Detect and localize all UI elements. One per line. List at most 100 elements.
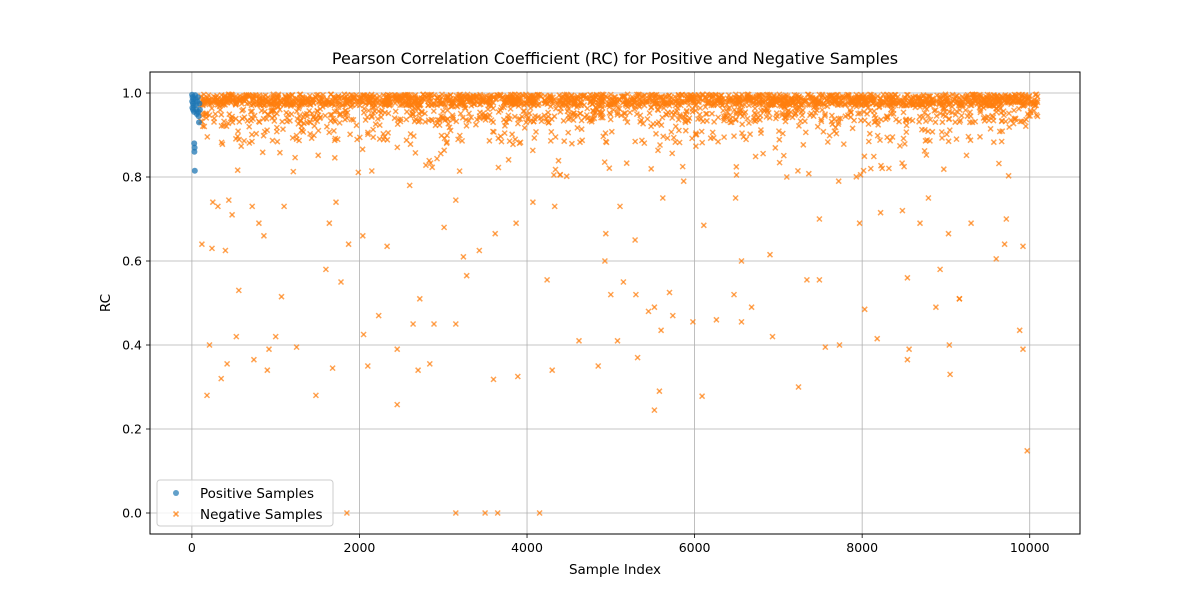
- negative-sample-point: [696, 93, 703, 100]
- negative-sample-point: [246, 123, 253, 130]
- negative-sample-point: [453, 118, 460, 125]
- negative-sample-point: [1010, 107, 1018, 114]
- negative-sample-point: [455, 136, 462, 143]
- negative-sample-point: [675, 127, 682, 134]
- negative-sample-point: [1031, 107, 1038, 114]
- negative-sample-point: [229, 119, 236, 126]
- negative-sample-point: [919, 113, 926, 121]
- negative-sample-point: [652, 130, 660, 137]
- negative-sample-point: [818, 118, 825, 125]
- negative-sample-point: [671, 93, 678, 100]
- negative-sample-point: [603, 139, 610, 146]
- negative-sample-point: [208, 105, 215, 112]
- negative-sample-point: [938, 128, 945, 136]
- negative-sample-point: [953, 108, 960, 115]
- negative-sample-point: [313, 92, 320, 99]
- negative-sample-point: [292, 154, 299, 161]
- negative-sample-point: [659, 114, 666, 121]
- negative-sample-point: [745, 119, 752, 127]
- negative-sample-point: [976, 133, 984, 140]
- negative-sample-point: [199, 123, 206, 130]
- negative-sample-point: [760, 150, 767, 157]
- negative-sample-point: [430, 108, 437, 115]
- negative-sample-point: [565, 129, 572, 136]
- negative-sample-point: [498, 138, 505, 145]
- negative-sample-point: [456, 168, 463, 175]
- negative-sample-point: [531, 134, 538, 142]
- negative-sample-point: [307, 130, 314, 137]
- negative-samples-series: [197, 91, 1041, 517]
- negative-sample-point: [259, 149, 266, 156]
- negative-sample-point: [611, 93, 618, 101]
- negative-sample-point: [685, 101, 692, 109]
- positive-sample-point: [194, 94, 201, 101]
- negative-sample-point: [348, 116, 355, 123]
- negative-sample-point: [439, 108, 447, 115]
- negative-sample-point: [241, 137, 248, 144]
- negative-sample-point: [218, 111, 225, 118]
- negative-sample-point: [547, 137, 554, 144]
- negative-sample-point: [601, 159, 608, 166]
- x-tick-label: 2000: [344, 540, 376, 555]
- negative-sample-point: [524, 116, 531, 123]
- negative-sample-point: [380, 136, 387, 143]
- negative-sample-point: [923, 151, 930, 159]
- negative-sample-point: [696, 111, 703, 118]
- negative-sample-point: [860, 167, 867, 174]
- negative-sample-point: [637, 112, 644, 119]
- negative-sample-point: [589, 107, 597, 114]
- negative-sample-point: [738, 130, 746, 137]
- negative-sample-point: [563, 173, 570, 180]
- negative-sample-point: [437, 150, 444, 157]
- negative-sample-point: [624, 91, 631, 98]
- negative-sample-point: [1006, 124, 1013, 131]
- negative-sample-point: [733, 163, 740, 170]
- negative-sample-point: [523, 119, 530, 126]
- negative-sample-point: [269, 137, 276, 144]
- negative-sample-point: [365, 107, 372, 114]
- negative-sample-point: [654, 147, 662, 154]
- negative-sample-point: [1007, 117, 1014, 124]
- negative-sample-point: [721, 134, 728, 141]
- negative-sample-point: [229, 113, 236, 120]
- negative-sample-point: [776, 136, 783, 143]
- negative-sample-point: [614, 111, 621, 118]
- negative-sample-point: [648, 165, 655, 172]
- negative-sample-point: [501, 122, 508, 129]
- negative-sample-point: [355, 169, 362, 176]
- negative-sample-point: [682, 127, 689, 134]
- negative-sample-point: [965, 133, 972, 140]
- negative-sample-point: [933, 112, 940, 120]
- positive-sample-point: [195, 113, 202, 120]
- negative-sample-point: [799, 112, 806, 119]
- x-tick-label: 6000: [679, 540, 711, 555]
- negative-sample-point: [709, 129, 716, 136]
- negative-sample-point: [903, 129, 910, 136]
- negative-sample-point: [586, 117, 593, 124]
- x-tick-label: 10000: [1010, 540, 1050, 555]
- negative-sample-point: [878, 116, 885, 123]
- negative-sample-point: [359, 146, 366, 153]
- negative-sample-point: [776, 159, 783, 166]
- y-tick-label: 0.0: [122, 506, 142, 521]
- negative-sample-point: [465, 110, 473, 117]
- negative-sample-point: [561, 138, 568, 145]
- negative-sample-point: [956, 106, 963, 114]
- negative-sample-point: [861, 117, 868, 124]
- negative-sample-point: [610, 106, 617, 113]
- negative-sample-point: [668, 128, 675, 136]
- negative-sample-point: [958, 112, 965, 119]
- positive-sample-point: [191, 144, 198, 151]
- negative-sample-point: [837, 115, 844, 122]
- negative-sample-point: [731, 106, 738, 113]
- negative-sample-point: [629, 93, 636, 100]
- negative-sample-point: [984, 113, 992, 120]
- negative-sample-point: [865, 138, 872, 145]
- negative-sample-point: [323, 123, 330, 130]
- negative-sample-point: [692, 143, 699, 150]
- negative-sample-point: [1025, 112, 1032, 119]
- negative-sample-point: [298, 127, 305, 134]
- negative-sample-point: [646, 110, 653, 117]
- negative-sample-point: [721, 115, 728, 122]
- legend: Positive Samples Negative Samples: [156, 479, 334, 527]
